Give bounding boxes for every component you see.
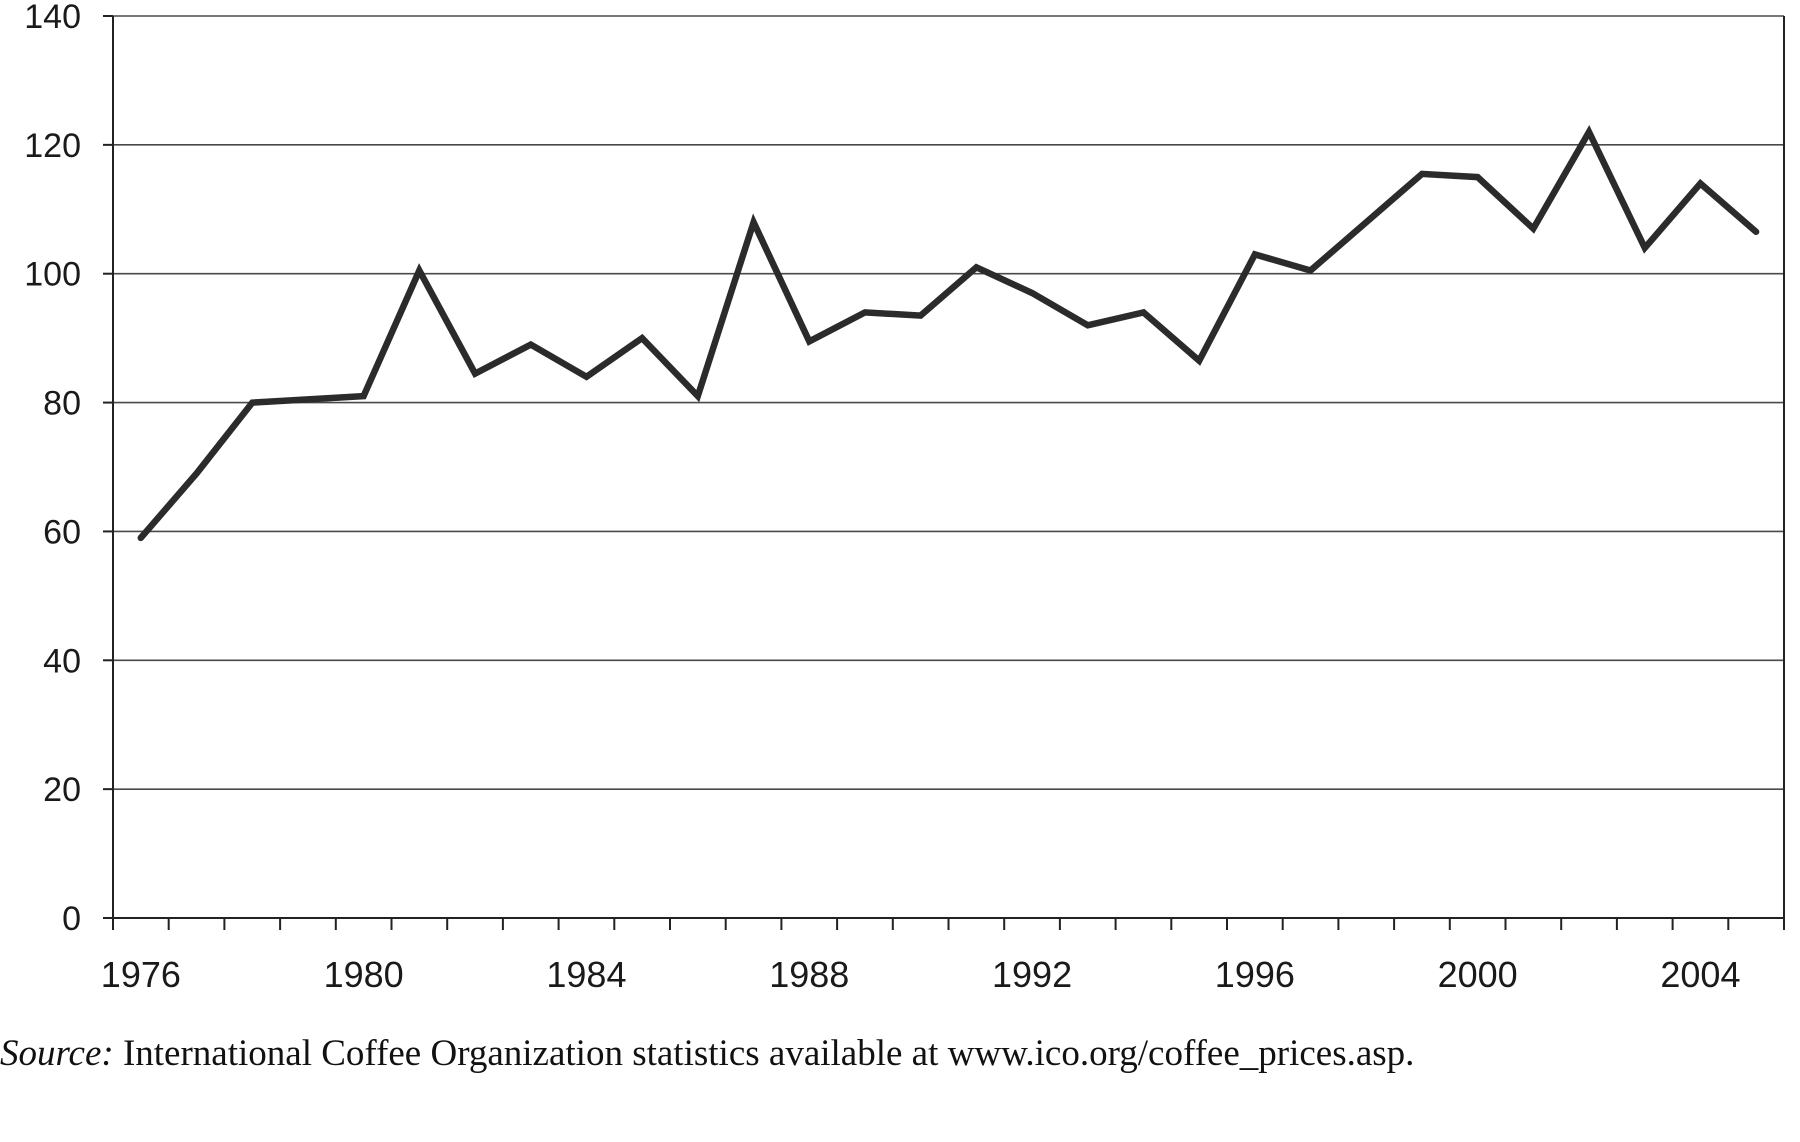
x-tick-label: 2000 <box>1438 954 1518 995</box>
source-text: International Coffee Organization statis… <box>122 1033 1415 1074</box>
y-tick-label: 120 <box>24 127 81 165</box>
x-tick-label: 1980 <box>324 954 404 995</box>
x-tick-label: 1996 <box>1215 954 1295 995</box>
x-tick-label: 1976 <box>101 954 181 995</box>
x-tick-label: 1992 <box>992 954 1072 995</box>
x-tick-label: 2004 <box>1660 954 1740 995</box>
y-tick-label: 60 <box>43 513 81 551</box>
y-tick-label: 140 <box>24 0 81 36</box>
y-tick-label: 40 <box>43 642 81 680</box>
source-label: Source: <box>0 1033 114 1074</box>
y-tick-label: 20 <box>43 771 81 809</box>
line-chart: 0 20 40 60 80 100 120 140 1976 1980 1984 1988 1992 19… <box>24 0 1785 995</box>
y-tick-label: 100 <box>24 256 81 294</box>
y-tick-label: 0 <box>62 900 81 938</box>
x-tick-label: 1988 <box>769 954 849 995</box>
x-tick-label: 1984 <box>546 954 626 995</box>
source-note: Source: International Coffee Organizatio… <box>0 1025 1788 1083</box>
series-line <box>137 125 1760 542</box>
y-tick-label: 80 <box>43 385 81 423</box>
